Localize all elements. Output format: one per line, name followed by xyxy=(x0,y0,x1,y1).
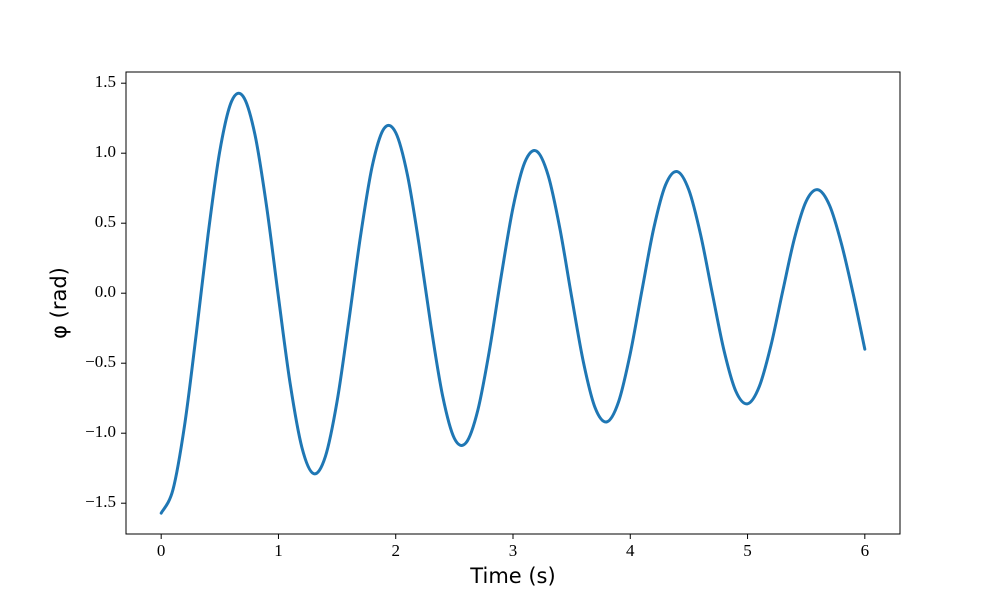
y-tick-label: −1.5 xyxy=(85,492,116,511)
x-tick-label: 5 xyxy=(743,541,752,560)
y-axis-label: φ (rad) xyxy=(47,267,71,339)
x-tick-label: 1 xyxy=(274,541,283,560)
plot-frame xyxy=(125,71,901,535)
y-tick-label: −0.5 xyxy=(85,352,116,371)
x-tick-label: 3 xyxy=(509,541,518,560)
y-tick-label: 1.5 xyxy=(95,72,116,91)
y-tick-label: 1.0 xyxy=(95,142,116,161)
x-axis-label: Time (s) xyxy=(469,564,555,588)
x-tick-label: 4 xyxy=(626,541,635,560)
y-tick-label: −1.0 xyxy=(85,422,116,441)
x-tick-label: 6 xyxy=(861,541,870,560)
y-tick-label: 0.5 xyxy=(95,212,116,231)
data-line xyxy=(159,91,867,515)
y-tick-label: 0.0 xyxy=(95,282,116,301)
x-tick-label: 0 xyxy=(157,541,166,560)
x-tick-label: 2 xyxy=(391,541,400,560)
